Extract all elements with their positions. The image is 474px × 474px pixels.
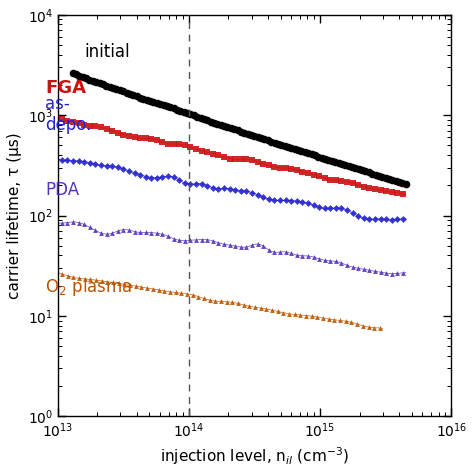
Text: as-
depo.: as- depo.: [45, 95, 91, 134]
Text: initial: initial: [84, 43, 130, 61]
Y-axis label: carrier lifetime, τ (μs): carrier lifetime, τ (μs): [7, 132, 22, 299]
Text: FGA: FGA: [45, 80, 86, 98]
Text: O$_2$ plasma: O$_2$ plasma: [45, 276, 132, 298]
X-axis label: injection level, n$_{il}$ (cm$^{-3}$): injection level, n$_{il}$ (cm$^{-3}$): [160, 446, 349, 467]
Text: PDA: PDA: [45, 182, 79, 200]
